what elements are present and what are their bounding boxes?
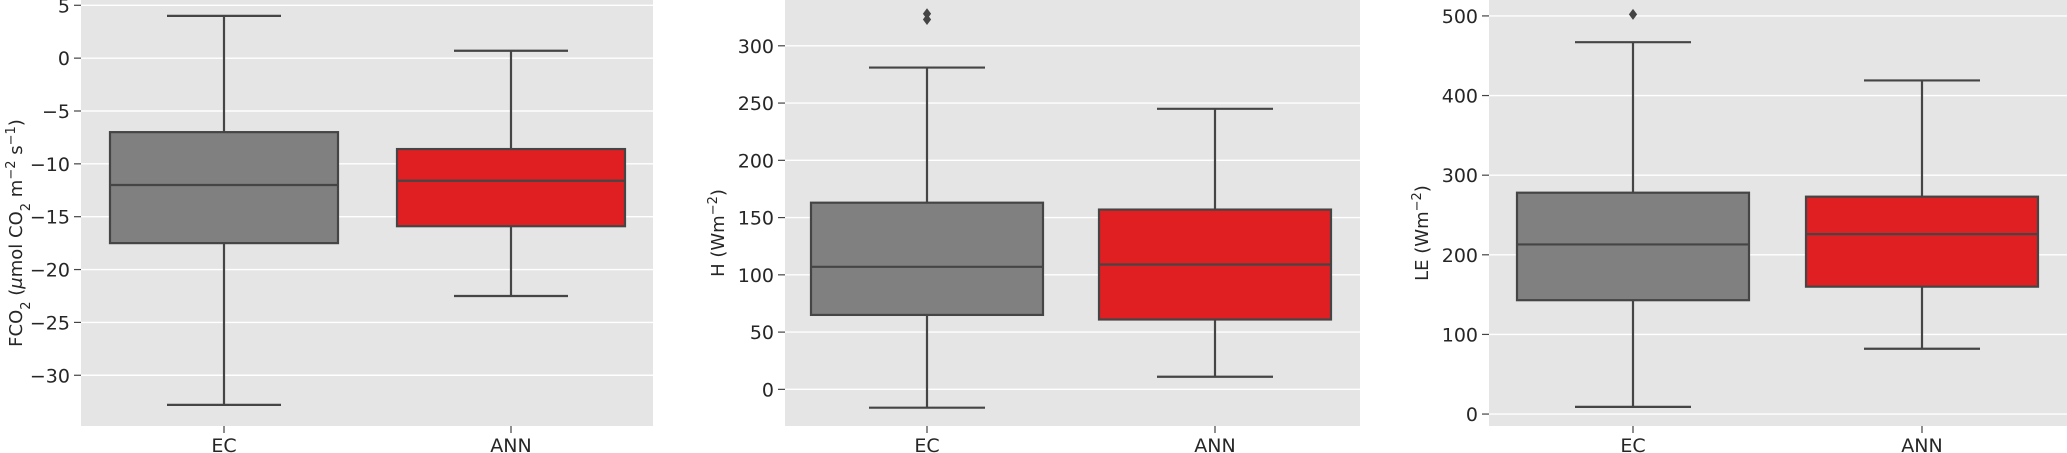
y-tick-label: 0 <box>1466 404 1478 426</box>
x-tick-label: EC <box>1620 435 1645 453</box>
y-tick-label: −30 <box>30 365 70 387</box>
box-ann <box>395 49 627 298</box>
box-ec <box>809 8 1045 409</box>
chart-panel-2: 300 250 200 150 100 50 0 EC ANN H (Wm−2) <box>706 0 1360 453</box>
y-axis-label: LE (Wm−2) <box>1410 185 1434 281</box>
y-tick-label: 250 <box>738 93 774 115</box>
y-tick-label: 500 <box>1442 6 1478 28</box>
box-ann <box>1804 79 2040 350</box>
y-tick-label: −20 <box>30 260 70 282</box>
y-tick-label: 200 <box>1442 245 1478 267</box>
box-ec <box>108 14 340 406</box>
y-tick-label: 50 <box>750 322 774 344</box>
box-ec <box>1515 8 1751 408</box>
y-tick-label: −5 <box>42 101 70 123</box>
outlier-point <box>922 13 932 25</box>
x-tick-label: ANN <box>490 435 531 453</box>
y-tick-label: −10 <box>30 154 70 176</box>
iqr-box <box>1804 195 2040 288</box>
iqr-box <box>809 201 1045 317</box>
chart-panel-3: 500 400 300 200 100 0 EC ANN LE (Wm−2) <box>1410 0 2067 453</box>
iqr-box <box>1515 191 1751 302</box>
y-tick-label: −25 <box>30 312 70 334</box>
y-tick-label: 100 <box>1442 324 1478 346</box>
y-axis-label: FCO2 (μmol CO2 m−2 s−1) <box>4 119 34 347</box>
box-ann <box>1097 107 1333 378</box>
iqr-box <box>395 147 627 228</box>
y-tick-label: 0 <box>762 379 774 401</box>
y-tick-label: 200 <box>738 150 774 172</box>
y-tick-label: −15 <box>30 207 70 229</box>
x-tick-label: ANN <box>1901 435 1942 453</box>
x-tick-label: ANN <box>1194 435 1235 453</box>
y-tick-label: 150 <box>738 208 774 230</box>
y-tick-label: 100 <box>738 265 774 287</box>
x-tick-label: EC <box>211 435 236 453</box>
y-tick-label: 400 <box>1442 86 1478 108</box>
outlier-point <box>922 8 932 20</box>
y-axis-label: H (Wm−2) <box>706 189 730 277</box>
y-tick-label: 0 <box>58 48 70 70</box>
y-tick-label: 300 <box>738 36 774 58</box>
y-tick-label: 5 <box>58 0 70 17</box>
outlier-point <box>1628 8 1638 20</box>
y-tick-label: 300 <box>1442 165 1478 187</box>
chart-panel-1: 5 0 −5 −10 −15 −20 −25 −30 EC ANN FCO2 (μmol CO2 m… <box>4 0 653 453</box>
iqr-box <box>108 131 340 245</box>
x-tick-label: EC <box>914 435 939 453</box>
